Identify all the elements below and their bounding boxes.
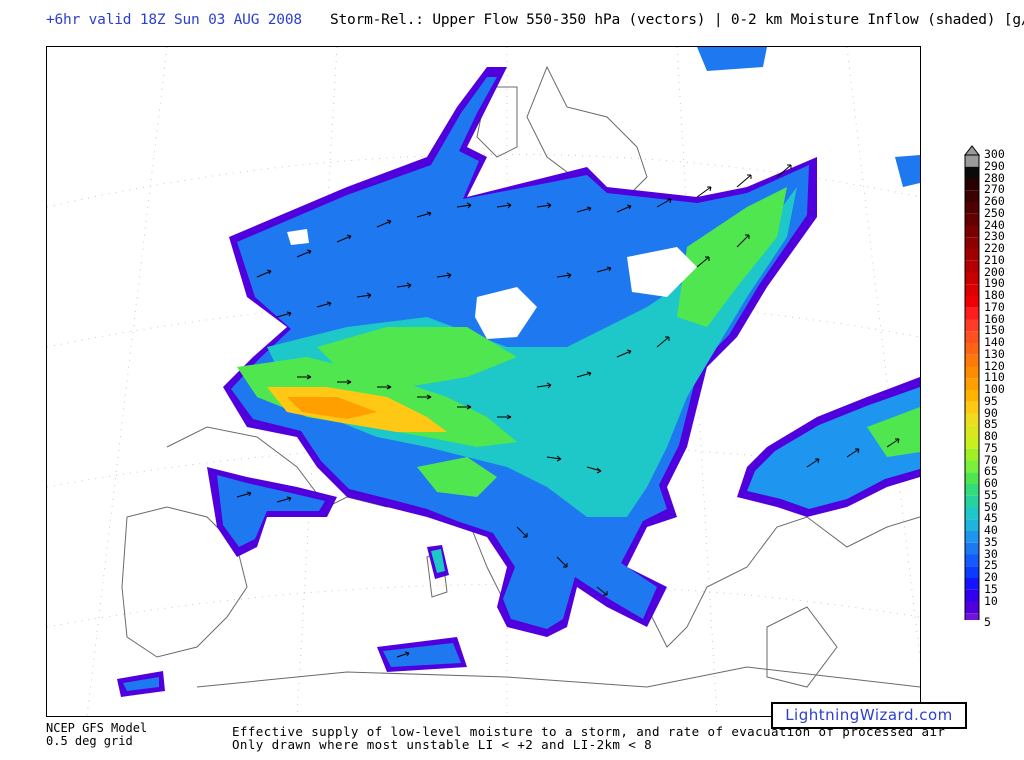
- legend-level-label: 40: [984, 523, 998, 537]
- legend-level-label: 130: [984, 346, 1005, 361]
- legend-level-label: 10: [984, 593, 998, 608]
- legend-level-label: 140: [984, 335, 1005, 349]
- legend-level-label: 65: [984, 464, 998, 479]
- legend-level-label: 75: [984, 440, 998, 455]
- valid-time-label: +6hr valid 18Z Sun 03 AUG 2008: [46, 12, 302, 28]
- legend-swatch: [965, 566, 979, 578]
- legend-swatch: [965, 519, 979, 531]
- legend-level-label: 90: [984, 405, 998, 420]
- legend-swatch: [965, 354, 979, 367]
- legend-swatch: [965, 202, 979, 214]
- legend-level-label: 190: [984, 276, 1005, 291]
- legend-level-label: 85: [984, 417, 998, 432]
- model-info: NCEP GFS Model 0.5 deg grid: [46, 722, 147, 748]
- legend-swatch: [965, 166, 979, 179]
- legend-level-label: 60: [984, 476, 998, 490]
- legend-swatch: [965, 601, 979, 614]
- product-description: Effective supply of low-level moisture t…: [232, 725, 945, 751]
- legend-swatch: [965, 495, 979, 508]
- legend-swatch: [965, 507, 979, 520]
- legend-swatch: [965, 472, 979, 484]
- legend-swatch: [965, 249, 979, 261]
- legend-level-label: 120: [984, 358, 1005, 373]
- legend-swatch: [965, 190, 979, 202]
- legend-level-label: 180: [984, 288, 1005, 302]
- moisture-shading: [117, 47, 920, 697]
- legend-swatch: [965, 307, 979, 320]
- legend-level-label: 5: [984, 615, 991, 630]
- legend-swatch: [965, 448, 979, 461]
- color-legend: 300 290 280 270 260 250 240 230 220 210 200 190 180 1…: [962, 144, 1022, 628]
- map-panel: [46, 46, 921, 717]
- legend-level-label: 220: [984, 241, 1005, 255]
- legend-level-label: 70: [984, 452, 998, 467]
- description-line-2: Only drawn where most unstable LI < +2 a…: [232, 737, 653, 752]
- legend-level-label: 35: [984, 534, 998, 549]
- legend-swatch: [965, 613, 979, 620]
- legend-swatch: [965, 284, 979, 296]
- legend-level-label: 15: [984, 581, 998, 596]
- legend-level-label: 100: [984, 382, 1005, 396]
- legend-swatch: [965, 378, 979, 390]
- legend-swatch: [965, 484, 979, 496]
- legend-swatch: [965, 460, 979, 473]
- legend-swatch: [965, 531, 979, 543]
- legend-colorbar: [963, 145, 981, 620]
- legend-swatch: [965, 225, 979, 238]
- legend-swatch: [965, 213, 979, 226]
- legend-top-marker: [963, 145, 981, 156]
- site-watermark: LightningWizard.com: [771, 702, 967, 729]
- legend-swatch: [965, 366, 979, 379]
- legend-swatch: [965, 343, 979, 355]
- legend-swatch: [965, 390, 979, 402]
- legend-level-label: 250: [984, 205, 1005, 220]
- legend-swatch: [965, 554, 979, 567]
- model-name: NCEP GFS Model: [46, 721, 148, 735]
- legend-swatch: [965, 237, 979, 249]
- legend-level-label: 45: [984, 511, 998, 526]
- legend-level-label: 160: [984, 311, 1005, 326]
- legend-level-label: 300: [984, 147, 1005, 161]
- legend-level-label: 80: [984, 429, 998, 443]
- legend-level-label: 260: [984, 194, 1005, 208]
- legend-frame: [964, 154, 980, 620]
- legend-level-label: 25: [984, 558, 998, 573]
- legend-swatch: [965, 425, 979, 437]
- legend-level-label: 55: [984, 487, 998, 502]
- legend-level-label: 200: [984, 264, 1005, 279]
- legend-swatch: [965, 401, 979, 414]
- legend-swatch: [965, 542, 979, 555]
- legend-level-label: 30: [984, 546, 998, 561]
- legend-swatch: [965, 319, 979, 332]
- legend-swatch: [965, 272, 979, 285]
- legend-level-label: 230: [984, 229, 1005, 244]
- legend-swatch: [965, 178, 979, 191]
- legend-swatch: [965, 578, 979, 590]
- legend-level-label: 110: [984, 370, 1005, 385]
- legend-level-label: 50: [984, 499, 998, 514]
- legend-level-label: 280: [984, 170, 1005, 185]
- europe-map: [47, 47, 920, 716]
- legend-swatch: [965, 260, 979, 273]
- legend-level-label: 290: [984, 158, 1005, 173]
- description-line-1: Effective supply of low-level moisture t…: [232, 724, 946, 739]
- legend-swatch: [965, 331, 979, 343]
- legend-swatch: [965, 296, 979, 308]
- legend-level-label: 240: [984, 217, 1005, 232]
- legend-level-label: 20: [984, 570, 998, 584]
- grid-resolution: 0.5 deg grid: [46, 734, 133, 748]
- legend-swatch: [965, 155, 979, 167]
- legend-level-label: 170: [984, 299, 1005, 314]
- legend-level-label: 210: [984, 252, 1005, 267]
- legend-level-label: 95: [984, 393, 998, 408]
- legend-level-label: 270: [984, 182, 1005, 197]
- legend-swatch: [965, 437, 979, 449]
- legend-swatch: [965, 413, 979, 426]
- legend-swatch: [965, 589, 979, 602]
- legend-level-label: 150: [984, 323, 1005, 338]
- map-title: Storm-Rel.: Upper Flow 550-350 hPa (vect…: [330, 12, 1024, 28]
- wind-vectors: [236, 164, 900, 658]
